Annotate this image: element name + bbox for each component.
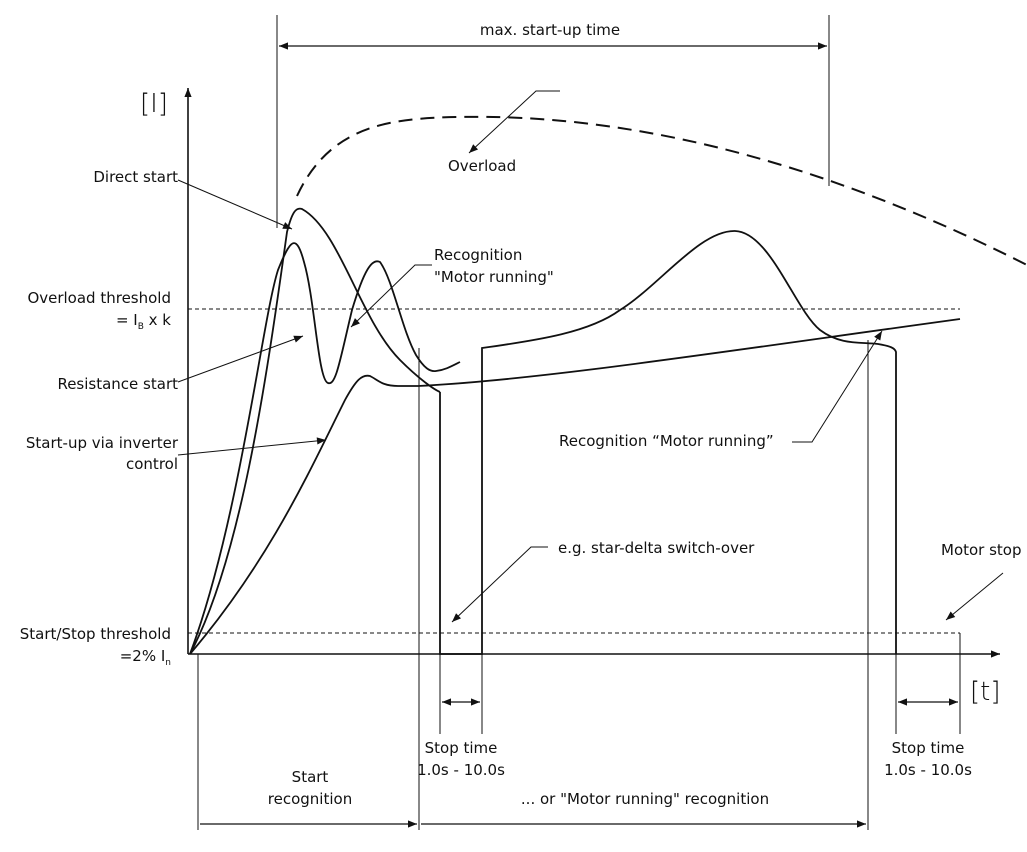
overload-threshold-suffix: x k [144,311,171,329]
overload-label: Overload [448,157,516,175]
stop-time-2-label-2: 1.0s - 10.0s [884,761,972,779]
max-startup-label: max. start-up time [480,21,620,39]
motor-stop-label: Motor stop [941,541,1022,559]
recognition-top-leader [350,264,432,328]
recognition-right-label: Recognition “Motor running” [559,432,774,450]
start-stop-threshold-label-2: =2% In [120,647,171,668]
start-stop-threshold-label-1: Start/Stop threshold [20,625,171,643]
inverter-control-curve [189,318,961,655]
start-recognition-label-1: Start [292,768,329,786]
inverter-leader [177,437,327,456]
star-delta-curve [439,230,897,655]
stop-time-1-label-1: Stop time [425,739,498,757]
resistance-start-leader [177,335,304,383]
motor-running-recognition-label: ... or "Motor running" recognition [521,790,769,808]
resistance-start-curve [189,242,461,655]
start-stop-threshold-sub: n [165,658,171,668]
stop-time-1-label-2: 1.0s - 10.0s [417,761,505,779]
resistance-start-label: Resistance start [57,375,178,393]
stop-time-2-label-1: Stop time [892,739,965,757]
inverter-label-1: Start-up via inverter [26,434,179,452]
overload-threshold-prefix: = I [116,311,138,329]
recognition-top-label-1: Recognition [434,246,522,264]
direct-start-curve [189,207,441,655]
start-recognition-label-2: recognition [268,790,352,808]
y-axis-label: [I] [140,89,168,119]
direct-start-leader [177,179,293,230]
recognition-right-leader [792,330,883,443]
motor-stop-leader [945,572,1004,621]
start-stop-threshold-prefix: =2% I [120,647,166,665]
star-delta-label: e.g. star-delta switch-over [558,539,755,557]
star-delta-leader [451,546,548,623]
overload-threshold-sub: B [138,322,144,332]
recognition-top-label-2: "Motor running" [434,268,554,286]
overload-leader [468,90,560,154]
overload-threshold-label-1: Overload threshold [27,289,171,307]
overload-threshold-label-2: = IB x k [116,311,171,332]
inverter-label-2: control [126,455,178,473]
overload-curve [296,115,1027,266]
direct-start-label: Direct start [93,168,178,186]
x-axis-label: [t] [970,677,1000,707]
